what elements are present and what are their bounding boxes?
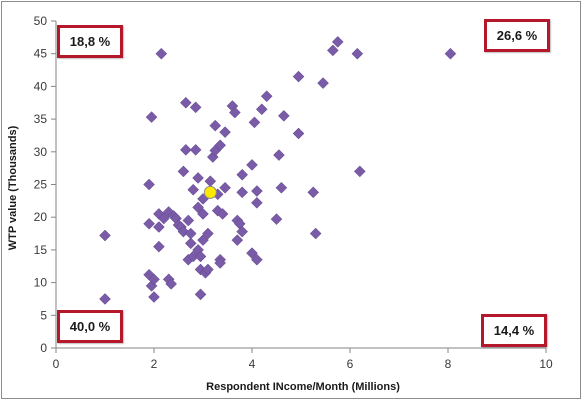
y-tick-label: 20 (34, 210, 48, 224)
tick-labels: 0 5 10 15 20 25 30 35 40 45 50 0 2 4 6 8 10 (34, 14, 553, 371)
data-point (277, 109, 290, 122)
data-point (182, 214, 195, 227)
data-point (189, 101, 202, 114)
quadrant-label-bottom-left: 40,0 % (57, 310, 123, 343)
data-point (270, 213, 283, 226)
data-point (148, 273, 160, 286)
y-tick-label: 15 (34, 243, 48, 257)
data-point (197, 208, 209, 220)
data-point (273, 149, 285, 161)
data-point (236, 186, 249, 199)
data-point (292, 70, 305, 83)
data-point (246, 247, 258, 260)
data-point (189, 143, 202, 156)
y-tick-label: 45 (34, 47, 48, 61)
quadrant-label-top-left: 18,8 % (57, 25, 123, 58)
data-point (184, 227, 197, 240)
data-point (214, 257, 227, 269)
y-tick-label: 35 (34, 112, 48, 126)
data-point (309, 227, 322, 240)
data-point (155, 47, 168, 60)
quadrant-label-top-right: 26,6 % (484, 19, 550, 52)
data-point (194, 288, 207, 301)
data-point (204, 175, 217, 188)
data-point (99, 293, 111, 305)
axes (51, 20, 547, 353)
data-point (251, 185, 263, 197)
data-point (143, 178, 155, 191)
data-point (179, 96, 192, 109)
data-point (194, 250, 207, 263)
y-tick-label: 5 (40, 308, 47, 322)
data-point (236, 168, 249, 181)
data-point (197, 234, 209, 246)
data-point (145, 111, 158, 123)
data-point (179, 143, 192, 156)
data-point (177, 165, 190, 178)
x-tick-label: 0 (53, 357, 60, 371)
data-point (331, 36, 344, 48)
data-point (231, 234, 244, 246)
x-tick-label: 10 (539, 357, 553, 371)
data-point (157, 212, 170, 225)
y-tick-label: 10 (34, 276, 48, 290)
data-point (326, 44, 339, 57)
data-points (99, 36, 457, 305)
data-point (260, 90, 273, 103)
data-point (153, 240, 165, 253)
y-tick-label: 0 (40, 341, 47, 355)
y-tick-label: 30 (34, 145, 48, 159)
data-point (219, 126, 231, 139)
data-point (99, 229, 111, 242)
data-point (317, 77, 329, 89)
mean-point (203, 185, 217, 199)
data-point (248, 116, 261, 129)
data-point (209, 119, 222, 132)
data-point (246, 159, 258, 171)
data-point (351, 47, 364, 60)
data-point (251, 196, 263, 209)
data-point (251, 253, 263, 266)
data-point (228, 106, 241, 119)
y-tick-label: 40 (34, 79, 48, 93)
x-tick-label: 2 (151, 357, 158, 371)
y-tick-label: 50 (34, 14, 48, 28)
data-point (143, 217, 155, 230)
x-tick-label: 6 (347, 357, 354, 371)
data-point (165, 278, 178, 290)
quadrant-label-bottom-right: 14,4 % (481, 314, 547, 347)
data-point (192, 172, 204, 184)
data-point (219, 181, 231, 194)
data-point (202, 263, 214, 276)
data-point (444, 47, 457, 60)
data-point (353, 165, 366, 178)
data-point (202, 227, 214, 240)
y-axis-title: WTP value (Thousands) (7, 125, 19, 250)
data-point (255, 103, 268, 116)
data-point (214, 139, 227, 152)
data-point (275, 181, 288, 194)
data-point (307, 186, 320, 199)
data-point (192, 201, 204, 214)
data-point (153, 221, 165, 233)
x-tick-label: 4 (249, 357, 256, 371)
data-point (148, 291, 160, 303)
data-point (184, 237, 197, 250)
data-point (292, 127, 305, 140)
x-tick-label: 8 (445, 357, 452, 371)
y-tick-label: 25 (34, 178, 48, 192)
data-point (236, 225, 249, 238)
x-axis-title: Respondent INcome/Month (Millions) (206, 381, 400, 393)
data-point (216, 208, 229, 220)
data-point (187, 183, 200, 196)
